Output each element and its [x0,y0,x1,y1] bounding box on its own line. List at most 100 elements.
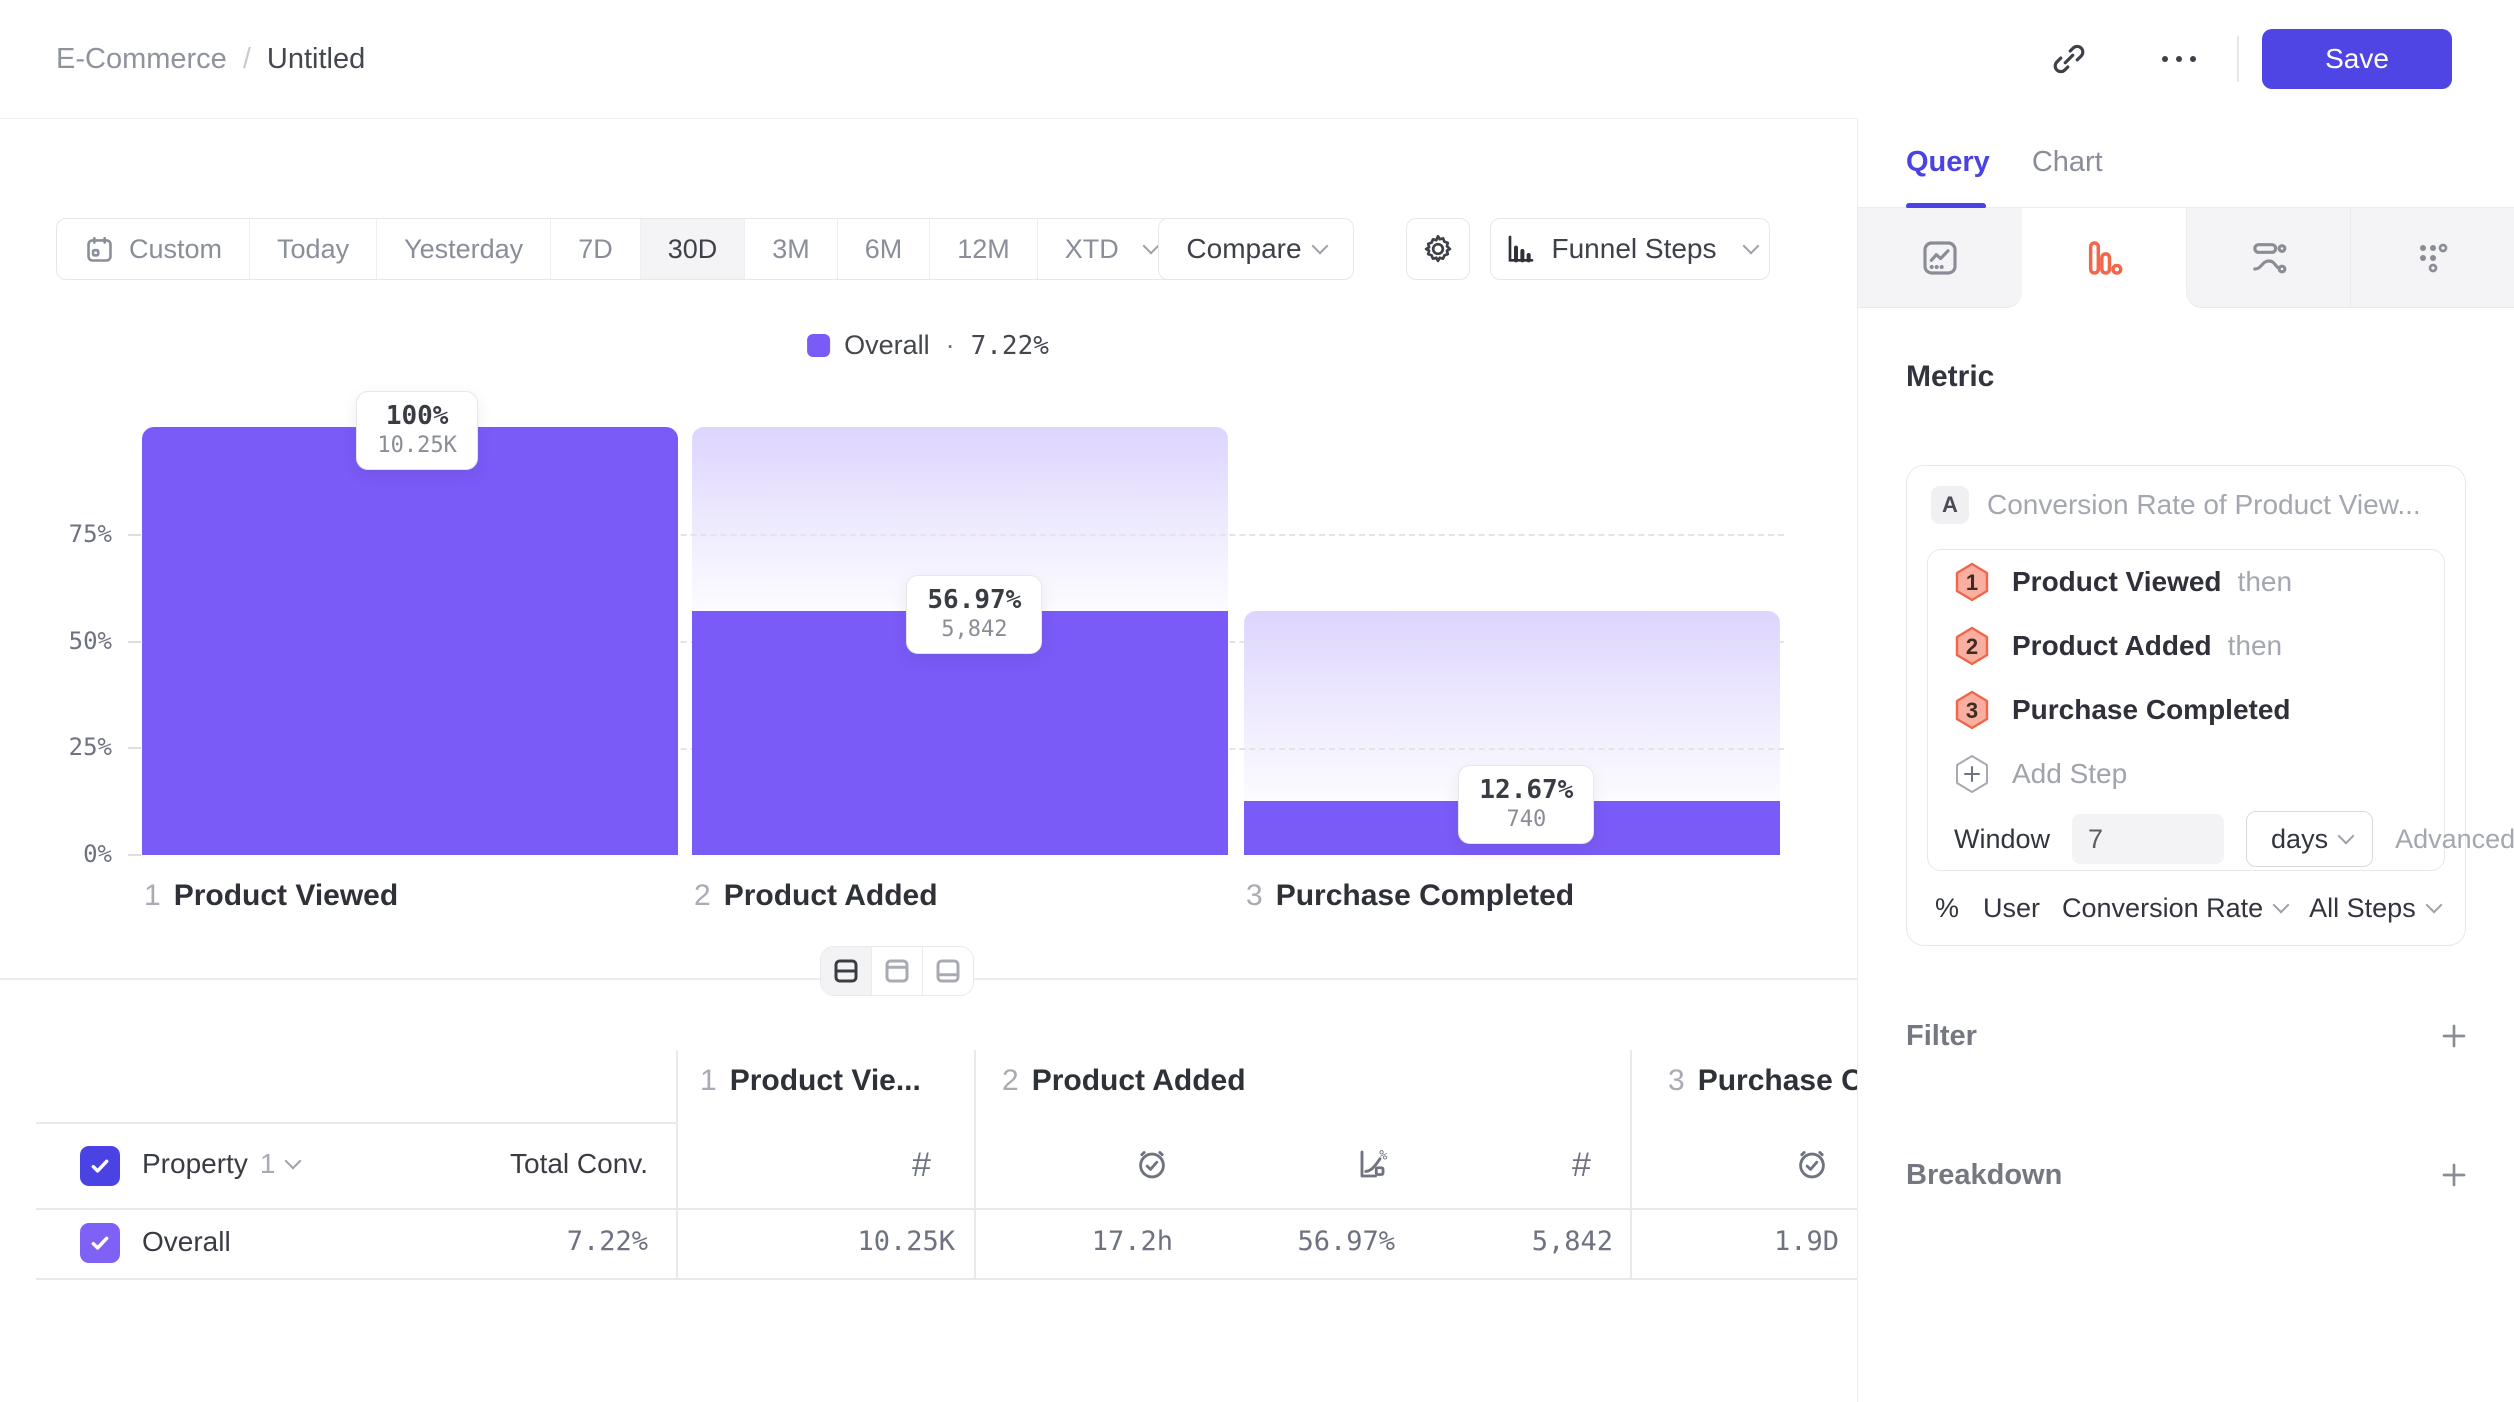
funnel-chart-icon [1508,235,1533,263]
query-step-3[interactable]: 3 Purchase Completed [1954,678,2444,742]
property-dropdown[interactable]: Property 1 [142,1148,302,1180]
advanced-toggle[interactable]: Advanced [2395,823,2514,854]
share-link-button[interactable] [2040,30,2098,88]
chart-type-segmentation[interactable] [1858,208,2022,308]
add-breakdown-button[interactable] [2438,1159,2470,1191]
add-filter-button[interactable] [2438,1020,2470,1052]
add-step-button[interactable]: Add Step [1954,742,2444,806]
chart-type-strip [1858,208,2514,308]
range-3m[interactable]: 3M [745,219,838,279]
range-12m[interactable]: 12M [930,219,1038,279]
range-7d[interactable]: 7D [551,219,641,279]
window-input[interactable] [2072,814,2225,864]
compare-button[interactable]: Compare [1158,218,1354,280]
cell-total-conv: 7.22% [566,1226,648,1257]
cell-step2-conversion: 56.97% [1297,1226,1395,1257]
filter-section: Filter [1906,998,2470,1074]
metric-summary: Conversion Rate of Product View... [1987,489,2421,520]
chevron-down-icon [2425,896,2443,914]
chart-type-funnel[interactable] [2022,208,2186,308]
link-icon [2053,44,2085,74]
breadcrumb-separator: / [242,42,251,75]
tab-query[interactable]: Query [1906,146,1990,178]
metric-type-control[interactable]: Conversion Rate [2062,893,2290,924]
funnel-solid-segment [142,427,678,855]
select-all-checkbox[interactable] [80,1146,120,1186]
metric-summary-row[interactable]: A Conversion Rate of Product View... [1931,486,2445,524]
tab-chart[interactable]: Chart [2031,146,2103,178]
percent-symbol: % [1935,892,1960,923]
funnel-chart: 100% 10.25K 1 Product Viewed 56.97% 5,84… [142,391,1784,912]
calendar-icon [87,236,112,262]
window-label: Window [1954,823,2051,854]
chart-type-more[interactable] [2350,208,2514,308]
count-metric-icon: # [1572,1146,1591,1184]
legend-item-overall[interactable]: Overall · 7.22% [807,330,1049,361]
window-row: Window days Advanced [1954,806,2514,872]
legend-swatch [807,334,831,357]
funnel-steps-card: 1 Product Viewed then 2 Product Added th… [1927,549,2514,872]
counting-subject-control[interactable]: User [1983,892,2041,923]
layout-table-only-button[interactable] [923,947,973,995]
metric-badge: A [1931,486,1969,524]
column-header-step1: 1 Product Vie... [700,1064,921,1097]
total-conv-header: Total Conv. [510,1148,648,1179]
step-number-badge: 1 [1954,562,1990,602]
window-unit-select[interactable]: days [2246,811,2374,867]
table-border [36,1122,676,1124]
ellipsis-icon [2162,56,2196,62]
split-view-icon [834,959,858,983]
bottom-panel-icon [936,959,960,983]
range-yesterday[interactable]: Yesterday [377,219,552,279]
chevron-down-icon [1142,237,1160,255]
table-divider [676,1050,678,1278]
top-bar: E-Commerce / Untitled Save [0,0,2514,119]
funnel-bar-product-viewed[interactable]: 100% 10.25K 1 Product Viewed [142,391,678,912]
breadcrumb: E-Commerce / Untitled [56,0,365,118]
query-step-2[interactable]: 2 Product Added then [1954,614,2444,678]
chart-type-retention[interactable] [2186,208,2350,308]
row-checkbox-overall[interactable] [80,1223,120,1263]
y-tickmark [128,534,141,536]
avg-time-metric-icon [1794,1146,1830,1182]
check-icon [91,1236,109,1250]
flow-icon [2252,242,2286,273]
y-tick-25: 25% [68,733,112,761]
funnel-bar-product-added[interactable]: 56.97% 5,842 2 Product Added [692,427,1228,912]
svg-text:%: % [1379,1148,1387,1164]
query-step-1[interactable]: 1 Product Viewed then [1954,550,2444,614]
y-tickmark [128,641,141,643]
steps-scope-control[interactable]: All Steps [2309,893,2443,924]
add-step-icon [1954,754,1990,794]
funnel-bars-icon [2088,241,2123,275]
gridline-75 [142,534,1784,536]
layout-chart-only-button[interactable] [872,947,923,995]
y-tick-75: 75% [68,520,112,548]
page-title[interactable]: Untitled [266,42,366,75]
range-6m[interactable]: 6M [838,219,931,279]
range-xtd[interactable]: XTD [1038,219,1184,279]
date-range-group: Custom Today Yesterday 7D 30D 3M 6M 12M … [56,218,1185,280]
range-custom[interactable]: Custom [57,219,251,279]
range-today[interactable]: Today [250,219,378,279]
chart-type-picker[interactable]: Funnel Steps [1490,218,1770,280]
more-options-button[interactable] [2150,30,2208,88]
step-axis-label: 3 Purchase Completed [1246,879,1575,912]
cell-step3-avgtime: 1.9D [1773,1226,1839,1257]
step-number-badge: 3 [1954,690,1990,730]
save-button[interactable]: Save [2262,29,2452,89]
layout-split-view-button[interactable] [821,947,872,995]
top-panel-icon [885,959,909,983]
range-30d[interactable]: 30D [640,219,746,279]
step-axis-label: 2 Product Added [694,879,938,912]
breakdown-section: Breakdown [1906,1137,2470,1213]
breadcrumb-parent[interactable]: E-Commerce [56,42,227,75]
line-chart-icon [1923,240,1957,275]
chevron-down-icon [284,1152,302,1170]
row-label-overall: Overall [142,1226,231,1257]
table-header-border [36,1208,1857,1210]
chevron-down-icon [2272,896,2290,914]
chevron-down-icon [2337,827,2355,845]
chart-settings-button[interactable] [1406,218,1470,280]
chevron-down-icon [1311,237,1329,255]
